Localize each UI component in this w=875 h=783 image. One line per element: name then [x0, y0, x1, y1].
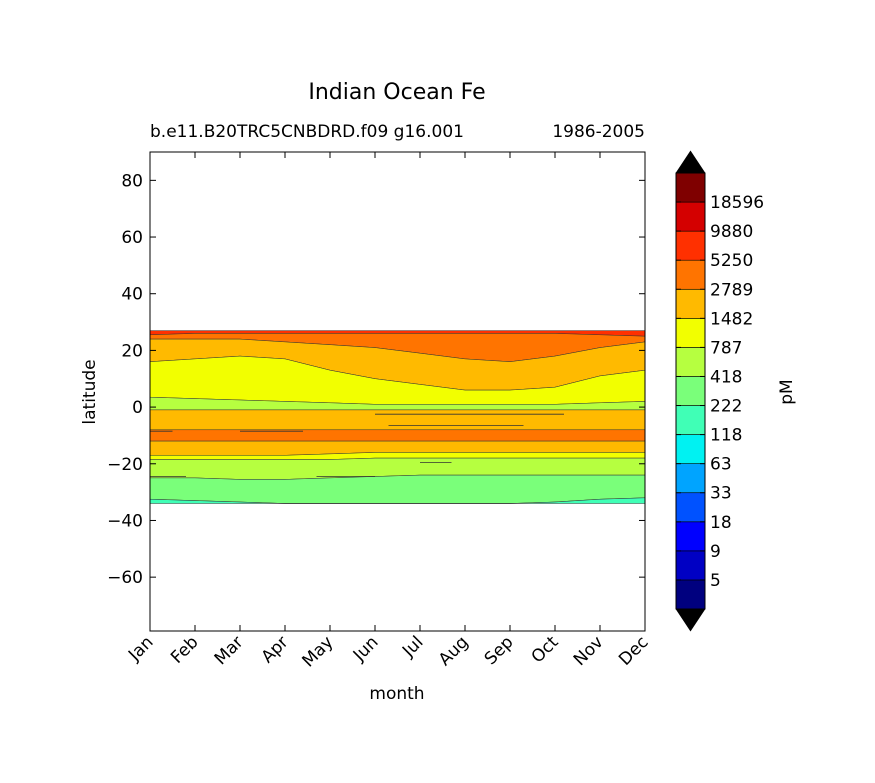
colorbar-segment — [675, 579, 706, 610]
x-tick-label: Aug — [435, 632, 473, 670]
colorbar-extend-bottom — [675, 608, 706, 632]
x-tick-label: Feb — [167, 632, 202, 667]
colorbar-extend-top — [675, 150, 706, 174]
colorbar-tick-label: 18596 — [710, 193, 764, 213]
colorbar-tick-label: 787 — [710, 338, 742, 358]
x-tick-label: Jun — [349, 632, 383, 666]
x-tick-label: Sep — [481, 632, 518, 669]
colorbar-tick-label: 9880 — [710, 222, 753, 242]
x-tick-label: Oct — [528, 632, 563, 667]
colorbar-segment — [675, 550, 706, 581]
contour-band-6 — [149, 429, 646, 442]
colorbar-segment — [675, 201, 706, 232]
colorbar-segment — [675, 405, 706, 435]
chart-subtitle-left: b.e11.B20TRC5CNBDRD.f09 g16.001 — [150, 122, 464, 142]
colorbar-tick-label: 1482 — [710, 309, 753, 329]
colorbar-frame — [675, 172, 706, 610]
colorbar-segment — [675, 521, 706, 552]
colorbar-segment — [675, 434, 706, 464]
x-axis-label: month — [369, 684, 424, 704]
x-tick-label: Dec — [615, 632, 652, 669]
x-tick-label: Nov — [570, 632, 608, 670]
chart-subtitle-right: 1986-2005 — [552, 122, 645, 142]
x-tick-label: Jul — [398, 632, 427, 661]
y-tick-label: −60 — [107, 568, 143, 588]
plot-area — [149, 330, 646, 504]
colorbar-tick-label: 2789 — [710, 280, 753, 300]
y-tick-label: 0 — [132, 398, 143, 418]
colorbar-tick-label: 418 — [710, 367, 742, 387]
x-tick-label: Mar — [211, 632, 248, 669]
colorbar-tick-label: 33 — [710, 484, 732, 504]
colorbar-tick-label: 9 — [710, 542, 721, 562]
x-tick-label: Apr — [258, 632, 293, 667]
colorbar-tick-label: 5 — [710, 571, 721, 591]
colorbar-tick-label: 5250 — [710, 251, 753, 271]
plot-frame — [149, 151, 646, 632]
colorbar-tick-label: 63 — [710, 455, 732, 475]
x-tick-label: Jan — [124, 632, 157, 665]
y-axis-label: latitude — [80, 359, 100, 424]
y-tick-label: −20 — [107, 455, 143, 475]
y-tick-label: 60 — [121, 228, 143, 248]
colorbar-tick-label: 118 — [710, 426, 742, 446]
y-tick-label: 80 — [121, 171, 143, 191]
chart-title: Indian Ocean Fe — [308, 80, 485, 105]
colorbar-segment — [675, 288, 706, 319]
colorbar-segment — [675, 318, 706, 348]
colorbar: 5 9 18 33 63 118 222 418 787 1482 2789 5250 9880 1859… — [675, 150, 764, 632]
colorbar-label: pM — [777, 379, 797, 404]
colorbar-segment — [675, 347, 706, 377]
colorbar-segment — [675, 376, 706, 406]
contour-lines — [150, 413, 564, 477]
contour-band-10 — [149, 474, 646, 504]
contour-band-5 — [149, 409, 646, 431]
colorbar-segment — [675, 492, 706, 523]
colorbar-segment — [675, 230, 706, 261]
y-tick-label: 20 — [121, 341, 143, 361]
colorbar-segment — [675, 463, 706, 494]
colorbar-segment — [675, 172, 706, 203]
colorbar-tick-label: 222 — [710, 397, 742, 417]
colorbar-tick-label: 18 — [710, 513, 732, 533]
y-axis: 80 60 40 20 0 −20 −40 −60 — [107, 171, 645, 588]
colorbar-segment — [675, 259, 706, 290]
y-tick-label: −40 — [107, 511, 143, 531]
y-tick-label: 40 — [121, 285, 143, 305]
x-tick-label: May — [299, 632, 338, 671]
